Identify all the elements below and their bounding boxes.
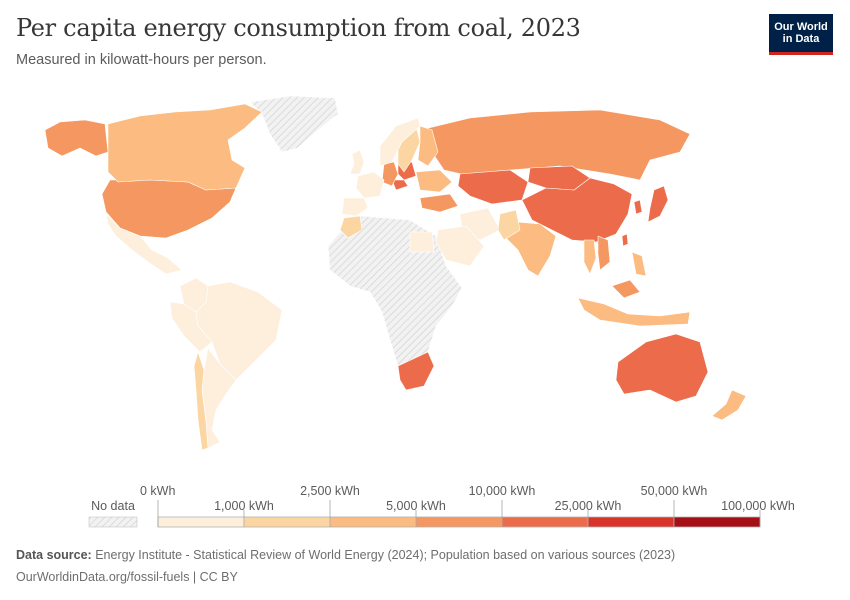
logo-line-2: in Data xyxy=(782,33,820,45)
country-japan[interactable]: Japan xyxy=(647,185,669,223)
legend-no-data-label: No data xyxy=(91,499,135,513)
country-vietnam[interactable]: Vietnam xyxy=(597,235,611,271)
country-kazakhstan[interactable]: Kazakhstan xyxy=(457,169,529,205)
legend-no-data-swatch[interactable] xyxy=(88,516,138,528)
country-mongolia[interactable]: Mongolia xyxy=(527,165,591,191)
data-source: Data source: Energy Institute - Statisti… xyxy=(16,548,675,562)
legend-tick-label-0: 0 kWh xyxy=(140,484,175,498)
country-turkey[interactable]: Turkey xyxy=(419,193,459,213)
country-russia[interactable]: Russia xyxy=(419,109,691,181)
legend-swatch-5[interactable] xyxy=(587,516,675,528)
country-norway[interactable]: Norway xyxy=(379,117,421,167)
country-chile[interactable]: Chile xyxy=(193,351,209,451)
country-south-korea[interactable]: South Korea xyxy=(633,199,643,215)
legend-swatch-0[interactable] xyxy=(157,516,245,528)
legend-tick-label-3: 5,000 kWh xyxy=(386,499,446,513)
country-philippines[interactable]: Philippines xyxy=(631,251,647,277)
owid-logo[interactable]: Our World in Data xyxy=(769,14,833,55)
country-thailand[interactable]: Thailand xyxy=(583,239,597,275)
legend-swatch-6[interactable] xyxy=(673,516,761,528)
legend-tick-label-4: 10,000 kWh xyxy=(469,484,536,498)
country-australia[interactable]: Australia xyxy=(615,333,709,403)
country-saudi-arabia[interactable]: Saudi Arabia xyxy=(435,225,485,267)
legend-tick-label-7: 100,000 kWh xyxy=(721,499,795,513)
country-ukraine[interactable]: Ukraine xyxy=(415,169,453,193)
country-egypt[interactable]: Egypt xyxy=(409,231,435,253)
data-source-text: Energy Institute - Statistical Review of… xyxy=(95,548,676,562)
legend-tick-label-5: 25,000 kWh xyxy=(555,499,622,513)
legend-swatch-3[interactable] xyxy=(415,516,503,528)
country-taiwan[interactable]: Taiwan xyxy=(621,233,629,247)
country-canada[interactable]: Canada xyxy=(107,103,263,191)
country-mexico[interactable]: Mexico xyxy=(105,213,183,275)
country-czechia[interactable]: Czechia xyxy=(391,179,409,191)
country-layer: Africa (rest)GreenlandUnited StatesCanad… xyxy=(44,95,747,451)
legend-swatch-4[interactable] xyxy=(501,516,589,528)
legend-tick-label-1: 1,000 kWh xyxy=(214,499,274,513)
world-map: Africa (rest)GreenlandUnited StatesCanad… xyxy=(44,95,747,451)
country-france[interactable]: France xyxy=(355,171,385,199)
country-peru[interactable]: Peru xyxy=(169,301,213,353)
map-legend: No data 0 kWh 1,000 kWh 2,500 kWh 5,000 kWh 1… xyxy=(88,484,795,528)
source-url[interactable]: OurWorldinData.org/fossil-fuels | CC BY xyxy=(16,570,238,584)
chart-subtitle: Measured in kilowatt-hours per person. xyxy=(16,52,267,68)
country-greenland[interactable]: Greenland xyxy=(249,95,339,153)
legend-swatch-1[interactable] xyxy=(243,516,331,528)
country-malaysia[interactable]: Malaysia xyxy=(611,279,641,299)
country-united-kingdom[interactable]: United Kingdom xyxy=(349,149,365,175)
country-spain[interactable]: Spain xyxy=(341,197,369,217)
country-south-africa[interactable]: South Africa xyxy=(397,351,435,391)
country-new-zealand[interactable]: New Zealand xyxy=(711,389,747,421)
logo-line-1: Our World xyxy=(774,21,828,33)
legend-swatch-2[interactable] xyxy=(329,516,417,528)
country-alaska[interactable]: Alaska xyxy=(44,119,109,157)
data-source-label: Data source: xyxy=(16,548,92,562)
chart-title: Per capita energy consumption from coal,… xyxy=(16,14,581,42)
country-pakistan[interactable]: Pakistan xyxy=(497,209,521,241)
country-indonesia[interactable]: Indonesia xyxy=(577,297,691,327)
country-india[interactable]: India xyxy=(505,221,557,277)
legend-tick-label-6: 50,000 kWh xyxy=(641,484,708,498)
legend-tick-label-2: 2,500 kWh xyxy=(300,484,360,498)
country-morocco[interactable]: Morocco xyxy=(339,215,363,239)
